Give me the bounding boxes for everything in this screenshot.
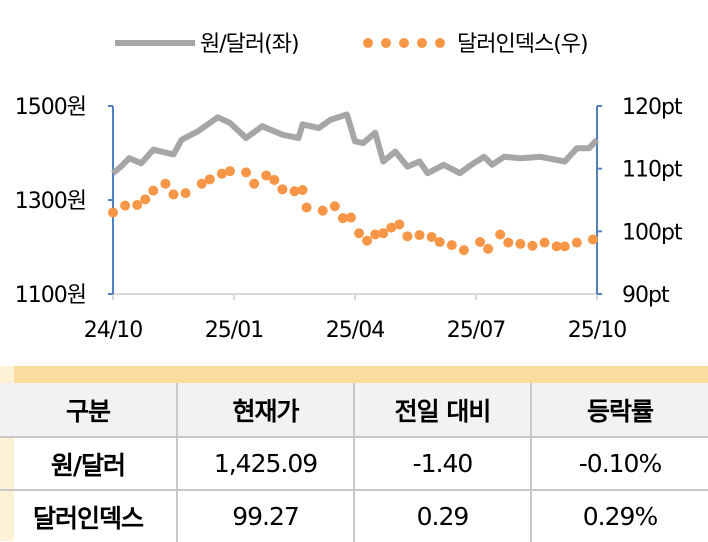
dollar-index-point (277, 184, 288, 195)
dollar-index-point (224, 166, 235, 177)
dollar-index-point (140, 194, 151, 205)
dollar-index-point (120, 200, 131, 211)
left-tick-label: 1100원 (15, 283, 86, 308)
header-cell: 등락률 (531, 383, 708, 438)
dollar-index-point (378, 228, 389, 239)
table-cell: -1.40 (354, 437, 532, 491)
dollar-index-point (204, 174, 215, 185)
dollar-index-point (289, 186, 300, 197)
legend-label-krw-usd: 원/달러(좌) (200, 32, 299, 57)
dollar-index-point (483, 243, 494, 254)
dollar-index-point (301, 202, 312, 213)
dollar-index-point (132, 200, 143, 211)
table-cell: 0.29 (354, 490, 532, 542)
dollar-index-point (370, 229, 381, 240)
row-label: 달러인덱스 (0, 490, 178, 542)
x-tick-label: 25/01 (205, 318, 263, 343)
dollar-index-point (559, 241, 570, 252)
series-line-krw-usd (111, 111, 600, 177)
chart: 24/10 25/01 25/04 25/07 25/10 1100원 1300원 1500원… (15, 32, 684, 343)
table-header-row: 구분 현재가 전일 대비 등락률 (0, 383, 708, 438)
table-cell: 99.27 (177, 490, 355, 542)
dollar-index-point (394, 219, 405, 230)
x-tick-label: 24/10 (84, 318, 142, 343)
summary-table: 구분 현재가 전일 대비 등락률 원/달러 1,425.09 -1.40 -0.… (0, 383, 708, 542)
legend-dot-swatch (435, 38, 445, 48)
dollar-index-point (402, 231, 413, 242)
dollar-index-point (249, 178, 260, 189)
dollar-index-point (180, 188, 191, 199)
dollar-index-point (329, 201, 340, 212)
table-row: 원/달러 1,425.09 -1.40 -0.10% (0, 437, 708, 491)
header-cell: 현재가 (177, 383, 355, 438)
legend-dot-swatch (381, 38, 391, 48)
table-cell: 1,425.09 (177, 437, 355, 491)
dollar-index-point (160, 178, 171, 189)
left-tick-label: 1500원 (15, 95, 86, 120)
dollar-index-point (551, 241, 562, 252)
dollar-index-point (434, 236, 445, 247)
x-tick-label: 25/10 (568, 318, 626, 343)
dollar-index-point (475, 236, 486, 247)
right-tick-label: 90pt (622, 283, 670, 308)
dollar-index-point (337, 213, 348, 224)
dollar-index-point (168, 189, 179, 200)
dollar-index-point (414, 230, 425, 241)
table-cell: -0.10% (531, 437, 708, 491)
dollar-index-point (261, 170, 272, 181)
header-cell: 전일 대비 (354, 383, 532, 438)
table-cell: 0.29% (582, 502, 658, 531)
header-band (14, 366, 708, 383)
right-tick-label: 100pt (622, 220, 683, 245)
dollar-index-point (495, 229, 506, 240)
dollar-index-point (426, 231, 437, 242)
dollar-index-point (515, 238, 526, 249)
dollar-index-point (354, 228, 365, 239)
x-tick-label: 25/07 (447, 318, 505, 343)
dollar-index-point (587, 234, 598, 245)
row-label: 원/달러 (0, 437, 178, 491)
legend-dot-swatch (399, 38, 409, 48)
x-tick-label: 25/04 (326, 318, 384, 343)
dollar-index-point (297, 184, 308, 195)
dollar-index-point (571, 237, 582, 248)
legend-dot-swatch (417, 38, 427, 48)
dollar-index-point (269, 174, 280, 185)
dollar-index-point (196, 178, 207, 189)
dollar-index-point (386, 222, 397, 233)
legend-label-dollar-index: 달러인덱스(우) (457, 32, 588, 57)
header-cell: 구분 (0, 383, 178, 438)
dollar-index-point (108, 207, 118, 218)
dollar-index-point (539, 237, 550, 248)
dollar-index-point (446, 240, 457, 251)
right-tick-label: 120pt (622, 95, 683, 120)
dollar-index-point (458, 245, 469, 256)
table-row: 달러인덱스 99.27 0.29 0.29% (0, 490, 708, 542)
dollar-index-point (527, 240, 538, 251)
dollar-index-point (148, 185, 159, 196)
right-tick-label: 110pt (622, 158, 683, 183)
dollar-index-point (317, 205, 328, 216)
dollar-index-point (216, 168, 227, 179)
dollar-index-point (503, 237, 514, 248)
legend-dot-swatch (363, 38, 373, 48)
dollar-index-point (362, 235, 373, 246)
dollar-index-point (345, 212, 356, 223)
dollar-index-point (241, 167, 252, 178)
left-tick-label: 1300원 (15, 189, 86, 214)
